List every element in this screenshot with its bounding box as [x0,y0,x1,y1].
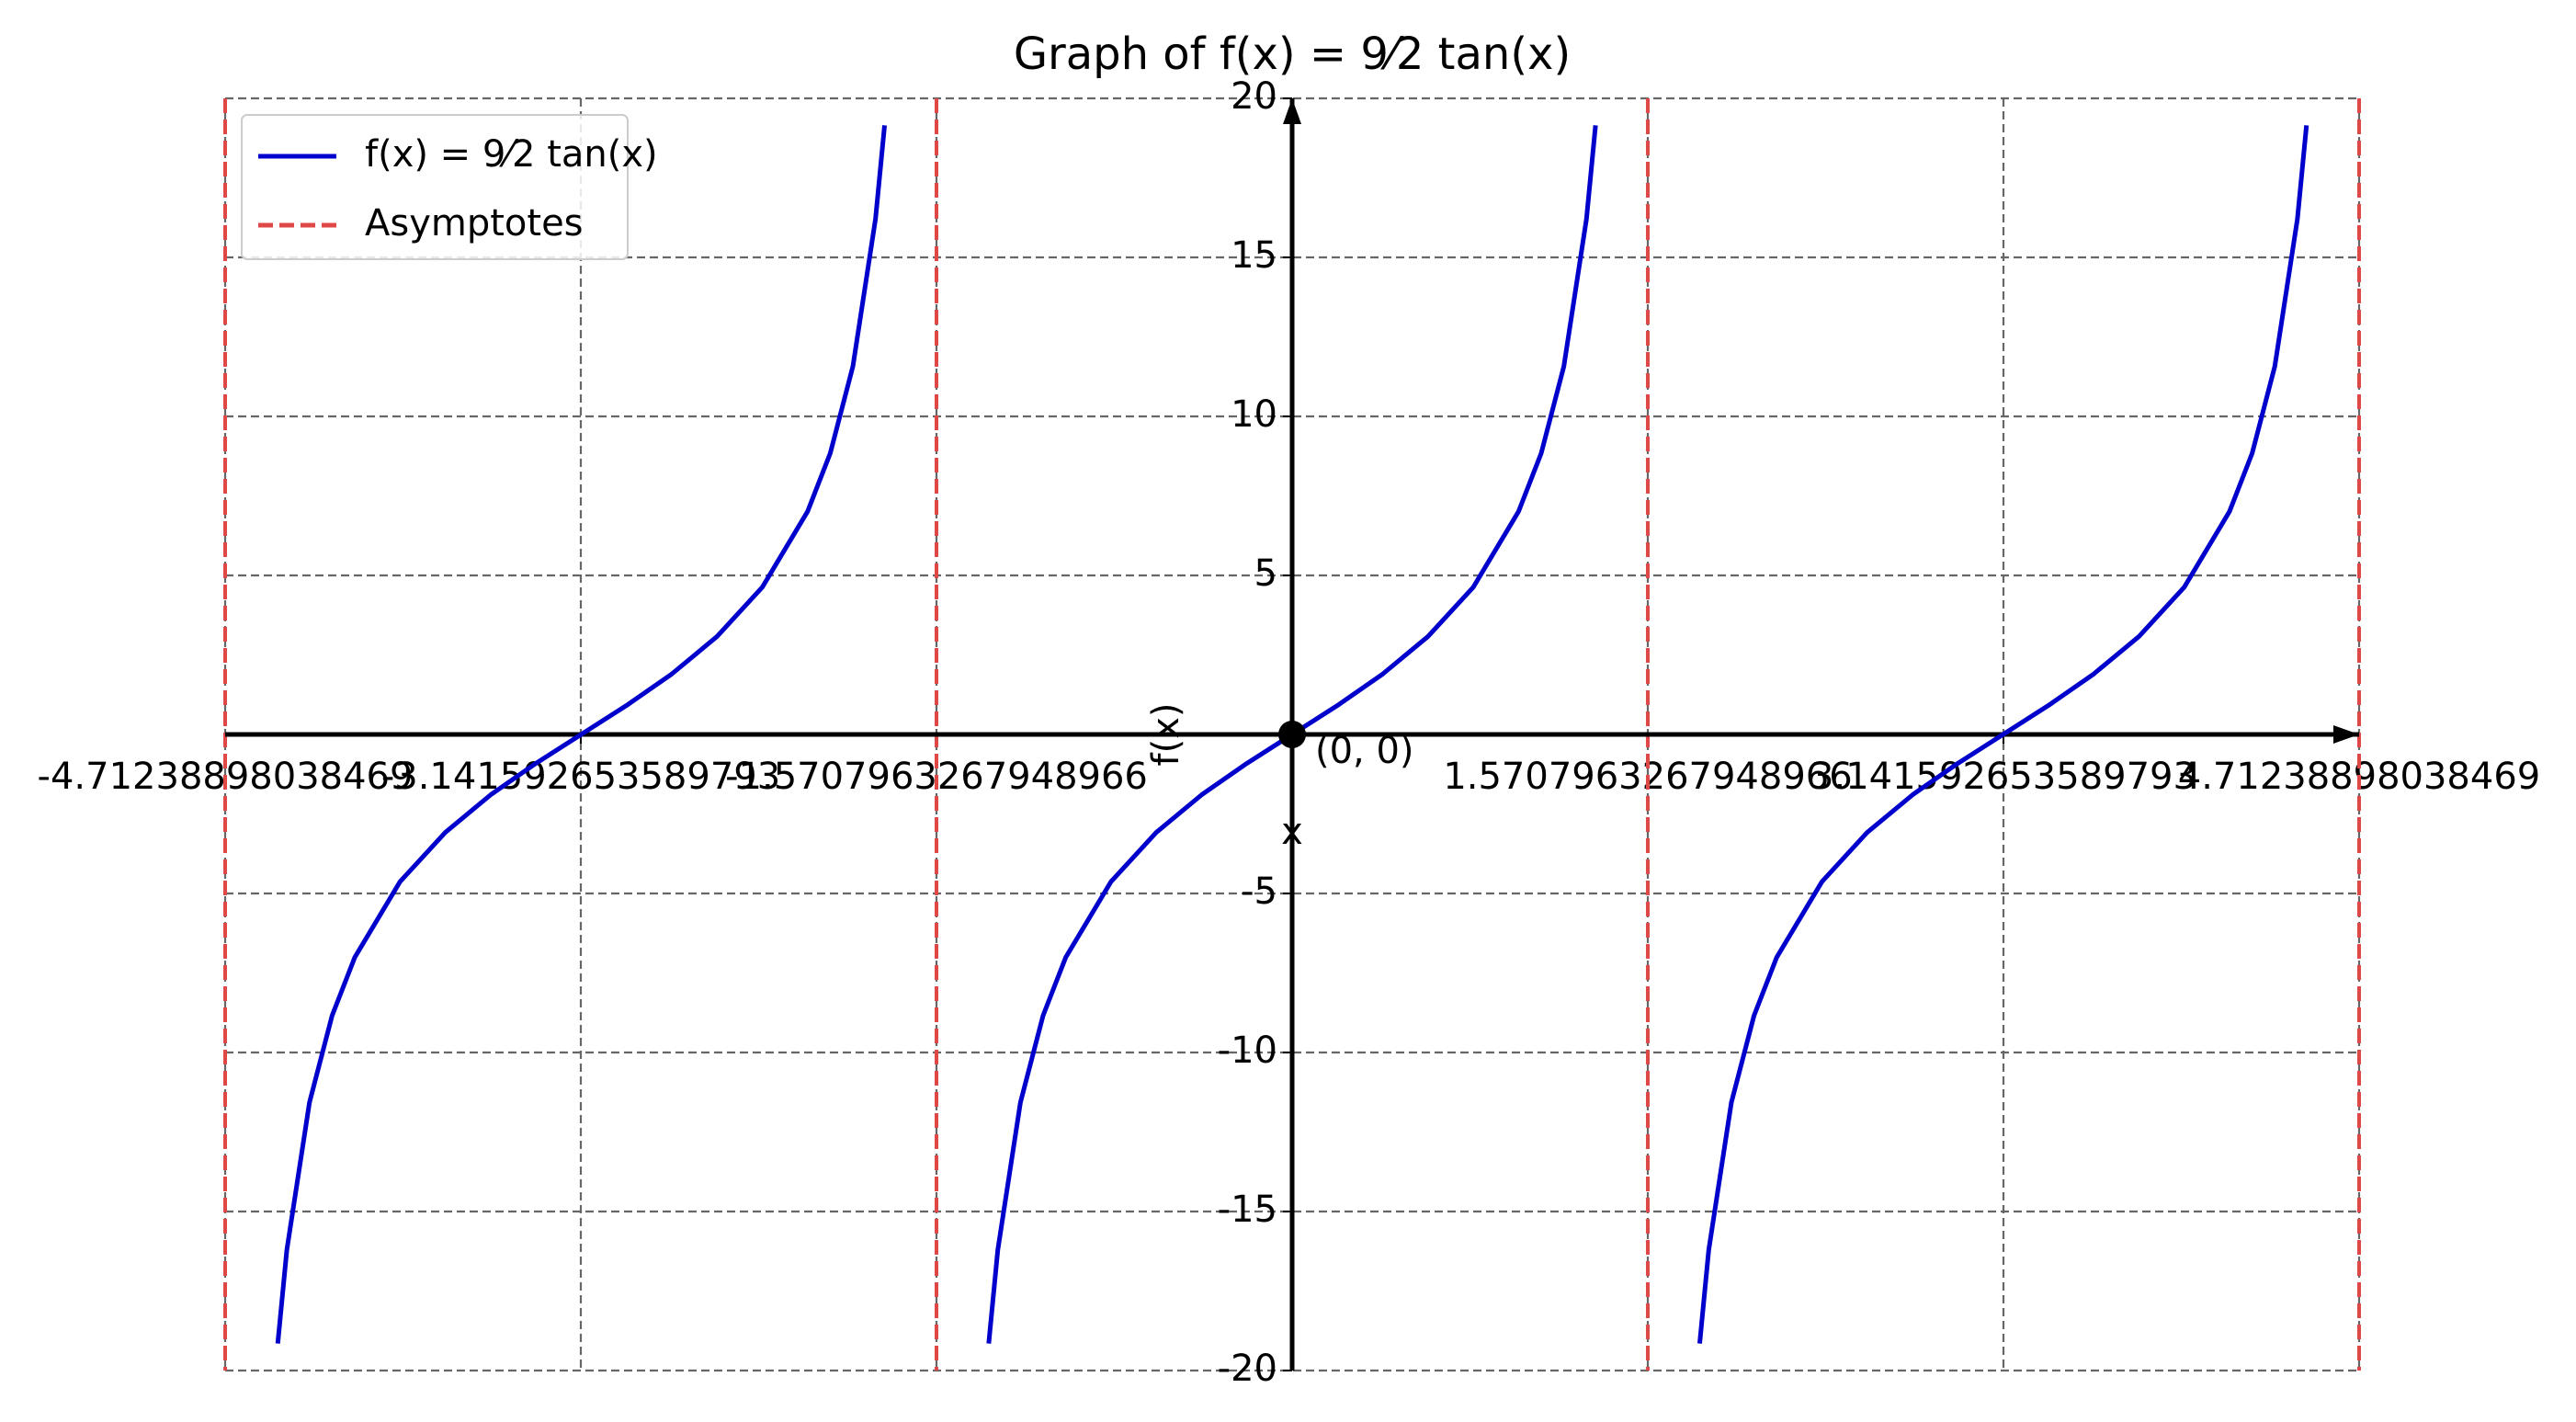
y-tick-label: 15 [1231,234,1277,277]
x-tick-label: -3.141592653589793 [381,756,780,798]
y-tick-label: 5 [1254,552,1277,595]
y-tick-label: -10 [1218,1030,1277,1072]
y-tick-label: -15 [1218,1189,1277,1231]
legend-label: f(x) = 9⁄2 tan(x) [365,133,658,176]
y-tick-label: 20 [1231,75,1277,118]
y-tick-label: -20 [1218,1348,1277,1390]
legend-box [241,114,629,260]
x-axis-arrow [2333,725,2359,744]
chart-title: Graph of f(x) = 9⁄2 tan(x) [1014,28,1571,80]
x-axis-label: x [1281,811,1303,853]
annotation-label: (0, 0) [1315,730,1414,772]
legend-label: Asymptotes [365,202,584,245]
y-axis-label: f(x) [1145,703,1187,767]
y-tick-label: 10 [1231,393,1277,436]
y-axis-arrow [1283,98,1301,124]
x-tick-label: 3.141592653589793 [1810,756,2196,798]
y-tick-label: -5 [1241,870,1277,913]
origin-point [1278,721,1306,748]
